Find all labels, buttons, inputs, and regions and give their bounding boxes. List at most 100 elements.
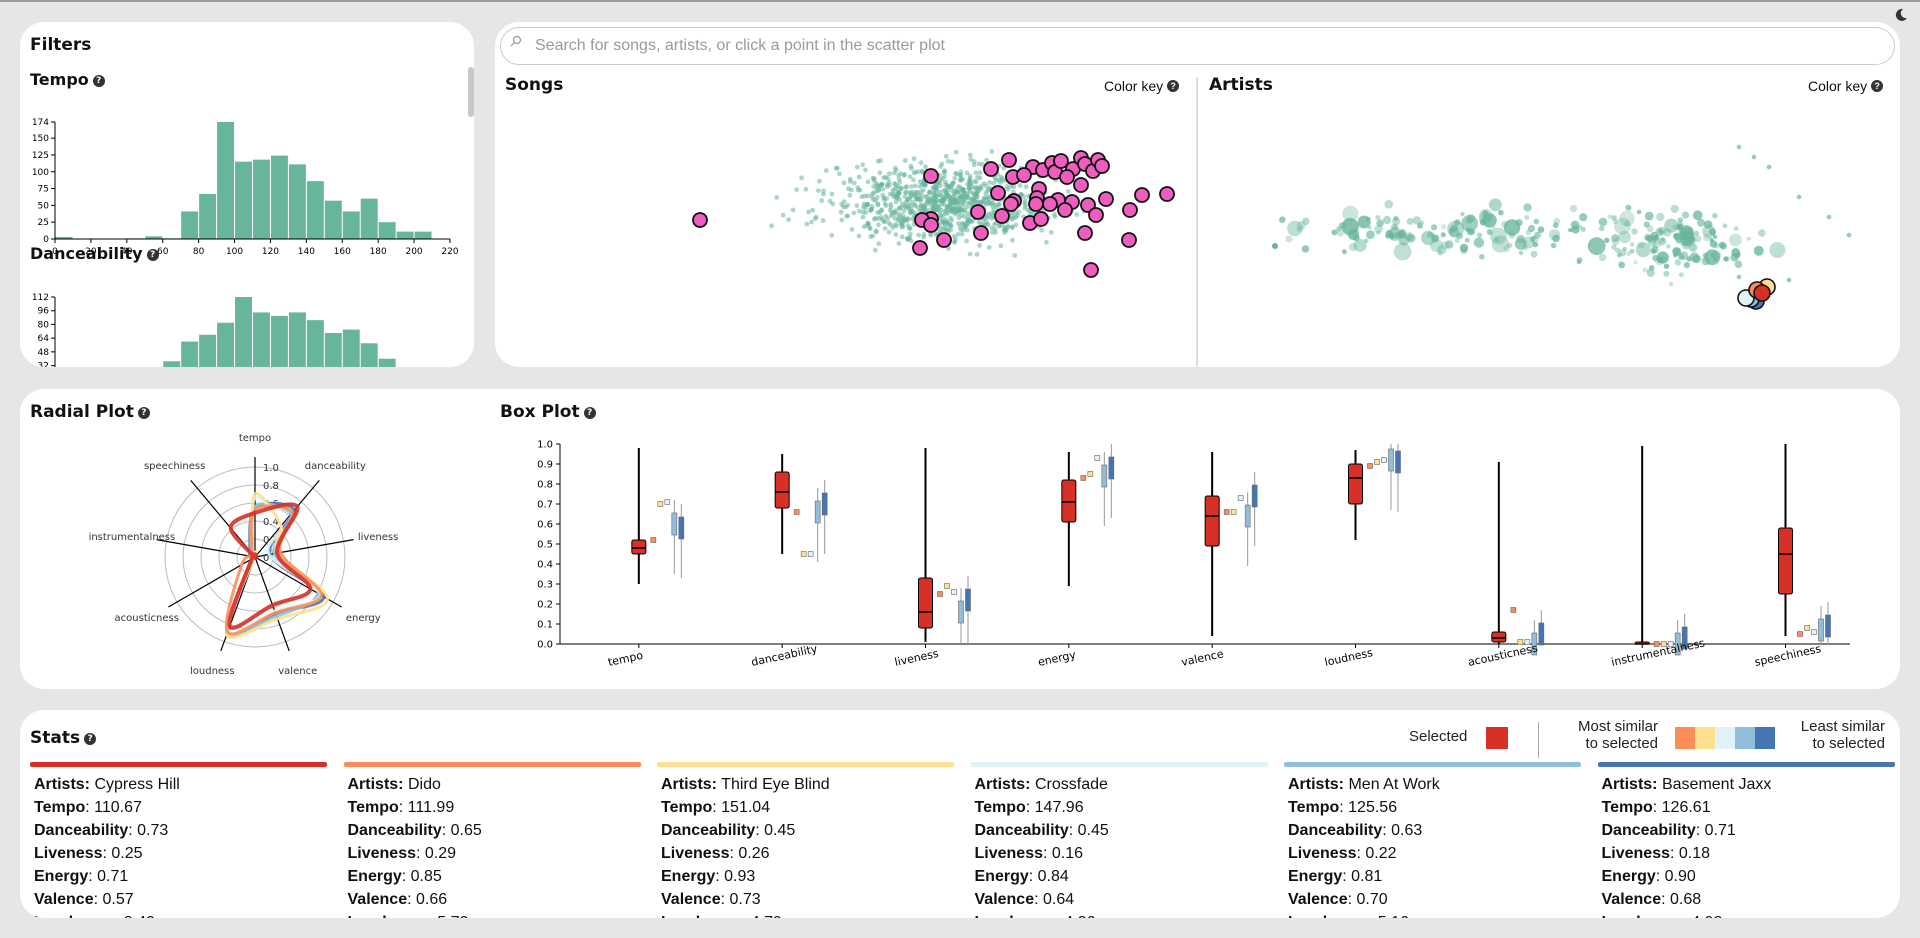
artist-point (1846, 232, 1852, 238)
song-point (823, 168, 829, 173)
box-similar (1094, 455, 1101, 461)
card-valence-value: 0.68 (1670, 891, 1702, 908)
artists-scatter-plot[interactable] (1199, 102, 1899, 367)
tempo-help-icon[interactable]: ? (92, 75, 105, 87)
box-similar (944, 583, 950, 589)
search-input[interactable]: Search for songs, artists, or click a po… (500, 27, 1895, 65)
song-point (959, 186, 965, 192)
artists-color-key[interactable]: Color key? (1808, 78, 1884, 94)
artist-point (1769, 242, 1786, 258)
artist-point (1331, 229, 1338, 236)
artist-point (1643, 221, 1650, 228)
song-point (886, 171, 892, 177)
song-point (886, 220, 892, 226)
artist-point (1497, 209, 1504, 216)
x-tick-label: 20 (85, 247, 97, 257)
card-loudness-value: -4.79 (745, 914, 781, 918)
dark-mode-toggle-icon[interactable] (1893, 7, 1909, 23)
card-danceability-value: 0.45 (764, 822, 796, 839)
x-tick-label: 80 (193, 247, 205, 257)
song-point (998, 243, 1004, 249)
song-point (972, 198, 978, 204)
card-row-artists: Artists: Men At Work (1288, 773, 1581, 796)
selected-song-point (1033, 211, 1049, 227)
card-liveness-value: 0.22 (1365, 845, 1397, 862)
song-point (932, 199, 938, 204)
artist-point (1703, 220, 1713, 229)
radial-help-icon[interactable]: ? (137, 407, 150, 419)
box-similar (1804, 625, 1810, 631)
card-row-loudness: Loudness: -5.16 (1288, 911, 1581, 918)
radial-axis-line (254, 480, 320, 558)
artist-point (1650, 231, 1659, 241)
box-y-tick-label: 0.6 (537, 520, 553, 531)
hist-bar (324, 333, 342, 367)
box-y-tick-label: 1.0 (537, 440, 553, 451)
song-point (942, 173, 947, 179)
song-point (882, 201, 888, 207)
hist-bar (414, 231, 432, 239)
artist-point (1612, 219, 1618, 225)
song-point (974, 186, 980, 191)
card-label: Liveness (974, 845, 1043, 862)
artist-point (1440, 232, 1446, 238)
song-point (919, 168, 925, 174)
song-point (1074, 212, 1080, 217)
song-point (898, 171, 904, 177)
artist-point (1642, 267, 1648, 273)
box-similar (807, 551, 814, 557)
box-similar (664, 499, 671, 505)
card-label: Energy (1601, 868, 1656, 885)
artist-point (1279, 216, 1286, 223)
hist-bar (342, 211, 360, 239)
song-point (769, 223, 774, 229)
song-point (987, 180, 993, 185)
selected-song-point (1159, 186, 1175, 202)
box-similar (951, 589, 957, 595)
tempo-histogram[interactable]: 174 150 125 100 75 50 25 00 20 40 60 80 100 120 140 160… (20, 92, 470, 262)
song-point (977, 243, 982, 248)
card-row-artists: Artists: Dido (348, 773, 641, 796)
hist-bar (235, 297, 252, 367)
artist-point (1352, 234, 1360, 242)
song-point (894, 223, 899, 229)
song-point (856, 233, 862, 239)
songs-color-key-help-icon[interactable]: ? (1167, 80, 1180, 92)
card-energy-value: 0.93 (724, 868, 756, 885)
song-point (1018, 191, 1024, 197)
box-y-tick-label: 0.9 (537, 460, 553, 471)
song-point (907, 231, 913, 237)
artist-point (1285, 235, 1293, 243)
artist-point (1302, 217, 1310, 225)
box-similar (800, 551, 807, 557)
danceability-help-icon[interactable]: ? (146, 249, 159, 261)
radial-series-line (227, 502, 313, 630)
song-point (794, 187, 799, 192)
song-point (908, 207, 914, 213)
x-tick-label: 180 (370, 247, 387, 257)
artist-point (1523, 203, 1532, 212)
selected-song-point (970, 204, 986, 220)
artist-point (1367, 225, 1372, 230)
song-point (962, 214, 968, 219)
song-point (899, 234, 905, 240)
artists-color-key-help-icon[interactable]: ? (1871, 80, 1884, 92)
stats-help-icon[interactable]: ? (84, 733, 97, 745)
artist-point (1719, 242, 1727, 250)
card-row-energy: Energy: 0.84 (974, 868, 1069, 885)
card-row-energy: Energy: 0.85 (347, 868, 442, 885)
songs-scatter-plot[interactable] (495, 102, 1195, 367)
song-point (868, 208, 873, 213)
song-point (958, 172, 964, 178)
song-point (833, 165, 839, 171)
songs-color-key[interactable]: Color key? (1104, 78, 1180, 94)
artist-point (1366, 230, 1375, 240)
song-point (983, 183, 989, 189)
artist-point (1552, 222, 1559, 229)
song-point (986, 194, 992, 200)
song-point (967, 173, 973, 179)
artist-point (1766, 164, 1772, 170)
box-plot-help-icon[interactable]: ? (583, 407, 596, 419)
danceability-histogram[interactable]: 112 96 80 64 48 32 (20, 266, 470, 367)
filters-scrollbar[interactable] (468, 67, 474, 117)
